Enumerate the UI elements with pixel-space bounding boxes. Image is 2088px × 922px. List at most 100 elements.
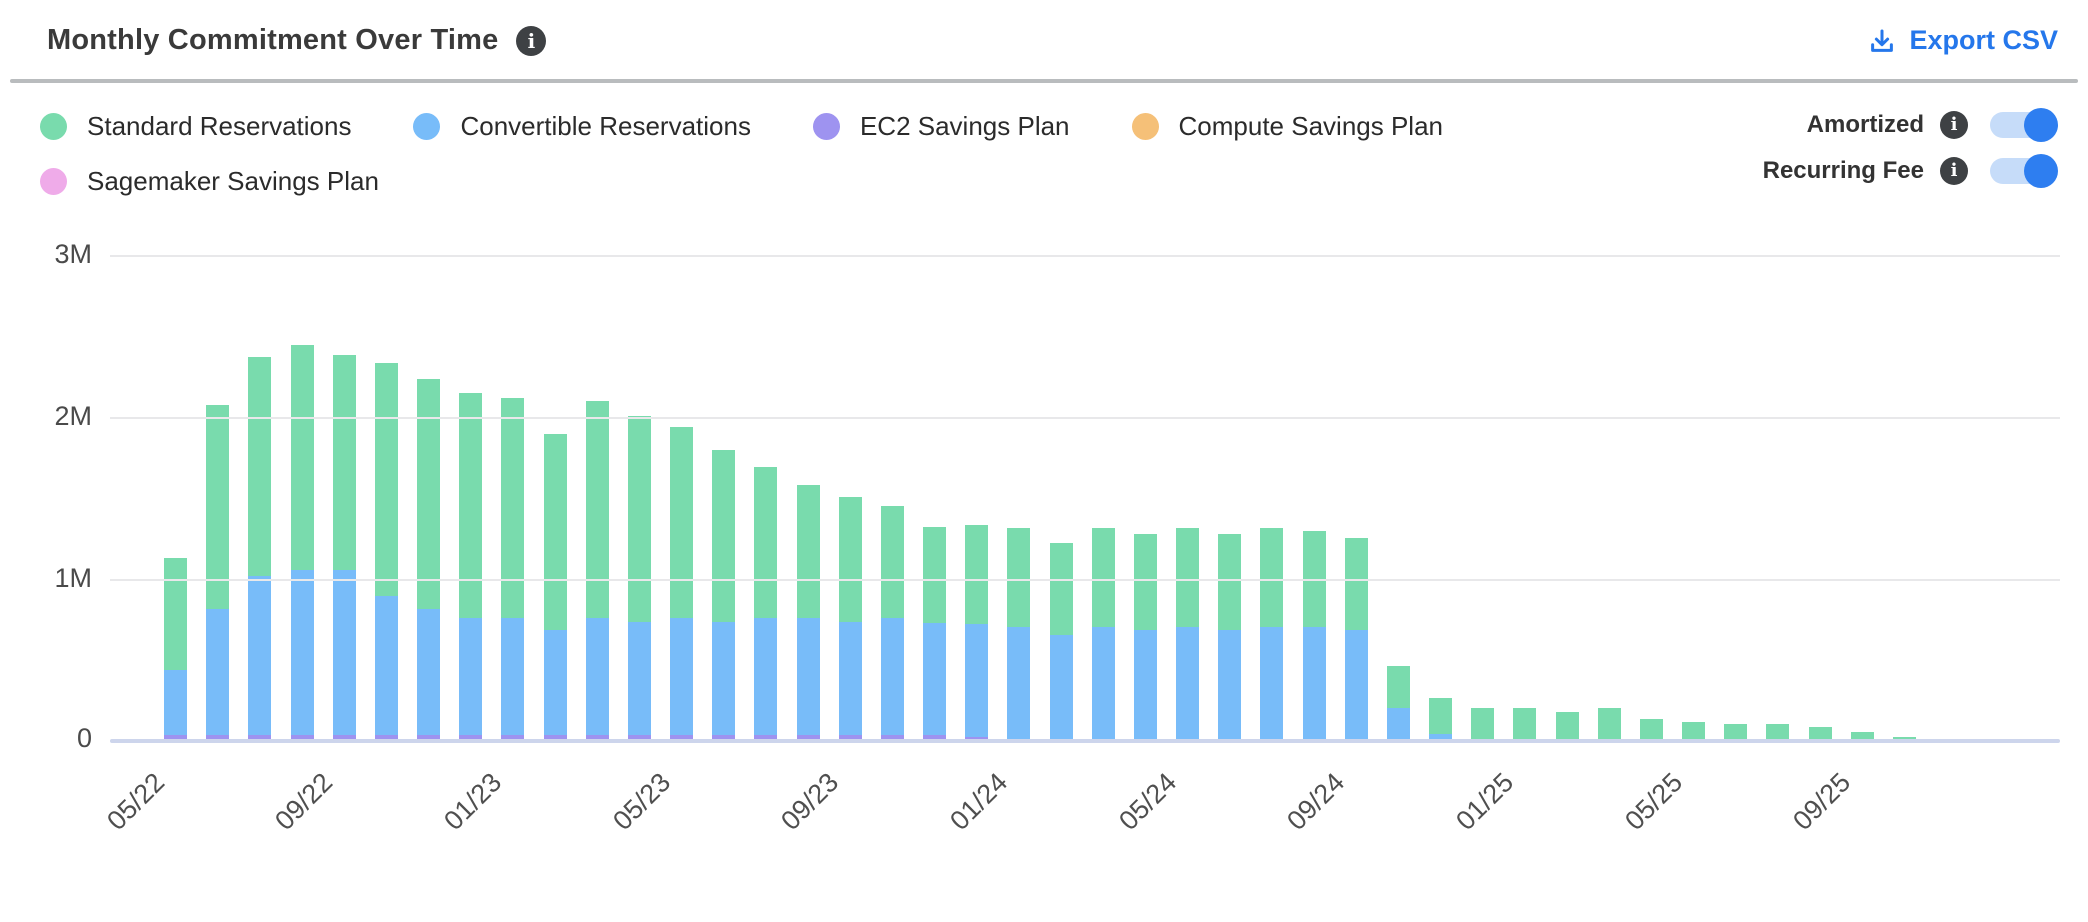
bar-segment[interactable]: [1386, 708, 1410, 740]
bar-03/25[interactable]: [1597, 708, 1621, 740]
bar-segment[interactable]: [585, 618, 609, 735]
bar-segment[interactable]: [923, 623, 947, 735]
bar-segment[interactable]: [164, 735, 187, 740]
amortized-toggle[interactable]: [1990, 108, 2058, 142]
bar-11/24[interactable]: [1429, 698, 1453, 740]
bar-segment[interactable]: [965, 624, 989, 737]
bar-segment[interactable]: [796, 618, 820, 735]
bar-segment[interactable]: [1133, 630, 1157, 740]
bar-segment[interactable]: [796, 485, 820, 618]
bar-12/24[interactable]: [1471, 708, 1495, 740]
bar-segment[interactable]: [206, 405, 230, 609]
bar-segment[interactable]: [248, 357, 272, 576]
bar-segment[interactable]: [1850, 732, 1874, 740]
bar-segment[interactable]: [1682, 722, 1706, 740]
bar-segment[interactable]: [1429, 734, 1453, 740]
bar-segment[interactable]: [248, 576, 272, 735]
bar-08/24[interactable]: [1302, 531, 1326, 740]
bar-segment[interactable]: [1344, 630, 1368, 740]
bar-06/25[interactable]: [1724, 724, 1748, 740]
bar-segment[interactable]: [1302, 627, 1326, 740]
legend-item[interactable]: EC2 Savings Plan: [812, 111, 1070, 142]
bar-segment[interactable]: [754, 618, 778, 735]
bar-segment[interactable]: [1471, 708, 1495, 740]
bar-segment[interactable]: [627, 416, 651, 622]
bar-11/22[interactable]: [417, 379, 441, 740]
bar-05/24[interactable]: [1176, 528, 1200, 740]
bar-segment[interactable]: [754, 467, 778, 618]
bar-segment[interactable]: [290, 570, 314, 735]
bar-segment[interactable]: [923, 527, 947, 623]
bar-segment[interactable]: [838, 622, 862, 735]
bar-segment[interactable]: [1176, 627, 1200, 740]
bar-07/23[interactable]: [754, 467, 778, 740]
bar-segment[interactable]: [965, 525, 989, 624]
bar-09/25[interactable]: [1850, 732, 1874, 740]
bar-segment[interactable]: [164, 670, 187, 735]
bar-09/22[interactable]: [332, 355, 356, 740]
bar-10/25[interactable]: [1893, 737, 1916, 740]
bar-07/24[interactable]: [1260, 528, 1284, 740]
bar-segment[interactable]: [1766, 724, 1790, 740]
bar-segment[interactable]: [754, 735, 778, 740]
bar-segment[interactable]: [1639, 719, 1663, 740]
bar-segment[interactable]: [374, 363, 398, 596]
bar-07/25[interactable]: [1766, 724, 1790, 740]
bar-08/25[interactable]: [1808, 727, 1832, 740]
bar-12/23[interactable]: [965, 525, 989, 740]
bar-06/24[interactable]: [1218, 534, 1242, 740]
bar-segment[interactable]: [543, 630, 567, 735]
bar-segment[interactable]: [796, 735, 820, 740]
bar-segment[interactable]: [627, 622, 651, 735]
bar-segment[interactable]: [965, 737, 989, 740]
bar-05/22[interactable]: [164, 558, 187, 740]
bar-segment[interactable]: [501, 735, 525, 740]
recurring-fee-toggle[interactable]: [1990, 154, 2058, 188]
legend-item[interactable]: Convertible Reservations: [413, 111, 751, 142]
bar-segment[interactable]: [1260, 528, 1284, 627]
bar-04/24[interactable]: [1133, 534, 1157, 740]
bar-segment[interactable]: [1091, 627, 1115, 740]
bar-01/25[interactable]: [1513, 708, 1537, 740]
bar-02/25[interactable]: [1555, 712, 1579, 740]
bar-segment[interactable]: [670, 427, 694, 618]
bar-segment[interactable]: [543, 735, 567, 740]
bar-04/23[interactable]: [627, 416, 651, 740]
bar-09/23[interactable]: [838, 497, 862, 740]
bar-11/23[interactable]: [923, 527, 947, 740]
bar-05/23[interactable]: [670, 427, 694, 740]
bar-segment[interactable]: [459, 735, 483, 740]
bar-07/22[interactable]: [248, 357, 272, 740]
bar-segment[interactable]: [1724, 724, 1748, 740]
bar-segment[interactable]: [164, 558, 187, 670]
bar-segment[interactable]: [1513, 708, 1537, 740]
bar-segment[interactable]: [670, 735, 694, 740]
recurring-fee-info-icon[interactable]: i: [1940, 157, 1968, 185]
bar-segment[interactable]: [417, 379, 441, 609]
bar-01/24[interactable]: [1007, 528, 1031, 740]
bar-segment[interactable]: [1176, 528, 1200, 627]
bar-03/23[interactable]: [585, 401, 609, 740]
bar-segment[interactable]: [290, 345, 314, 570]
bar-segment[interactable]: [1091, 528, 1115, 627]
bar-segment[interactable]: [1429, 698, 1453, 734]
bar-10/22[interactable]: [374, 363, 398, 740]
bar-03/24[interactable]: [1091, 528, 1115, 740]
bar-segment[interactable]: [1597, 708, 1621, 740]
bar-segment[interactable]: [332, 570, 356, 735]
bar-segment[interactable]: [374, 596, 398, 735]
bar-08/22[interactable]: [290, 345, 314, 740]
title-info-icon[interactable]: i: [516, 25, 547, 56]
bar-segment[interactable]: [1260, 627, 1284, 740]
bar-segment[interactable]: [585, 735, 609, 740]
bar-segment[interactable]: [501, 398, 525, 618]
bar-02/23[interactable]: [543, 434, 567, 740]
bar-09/24[interactable]: [1344, 538, 1368, 740]
bar-segment[interactable]: [1007, 627, 1031, 740]
bar-segment[interactable]: [374, 735, 398, 740]
bar-segment[interactable]: [670, 618, 694, 735]
bar-01/23[interactable]: [501, 398, 525, 740]
bar-segment[interactable]: [332, 355, 356, 570]
bar-segment[interactable]: [585, 401, 609, 618]
bar-04/25[interactable]: [1639, 719, 1663, 740]
